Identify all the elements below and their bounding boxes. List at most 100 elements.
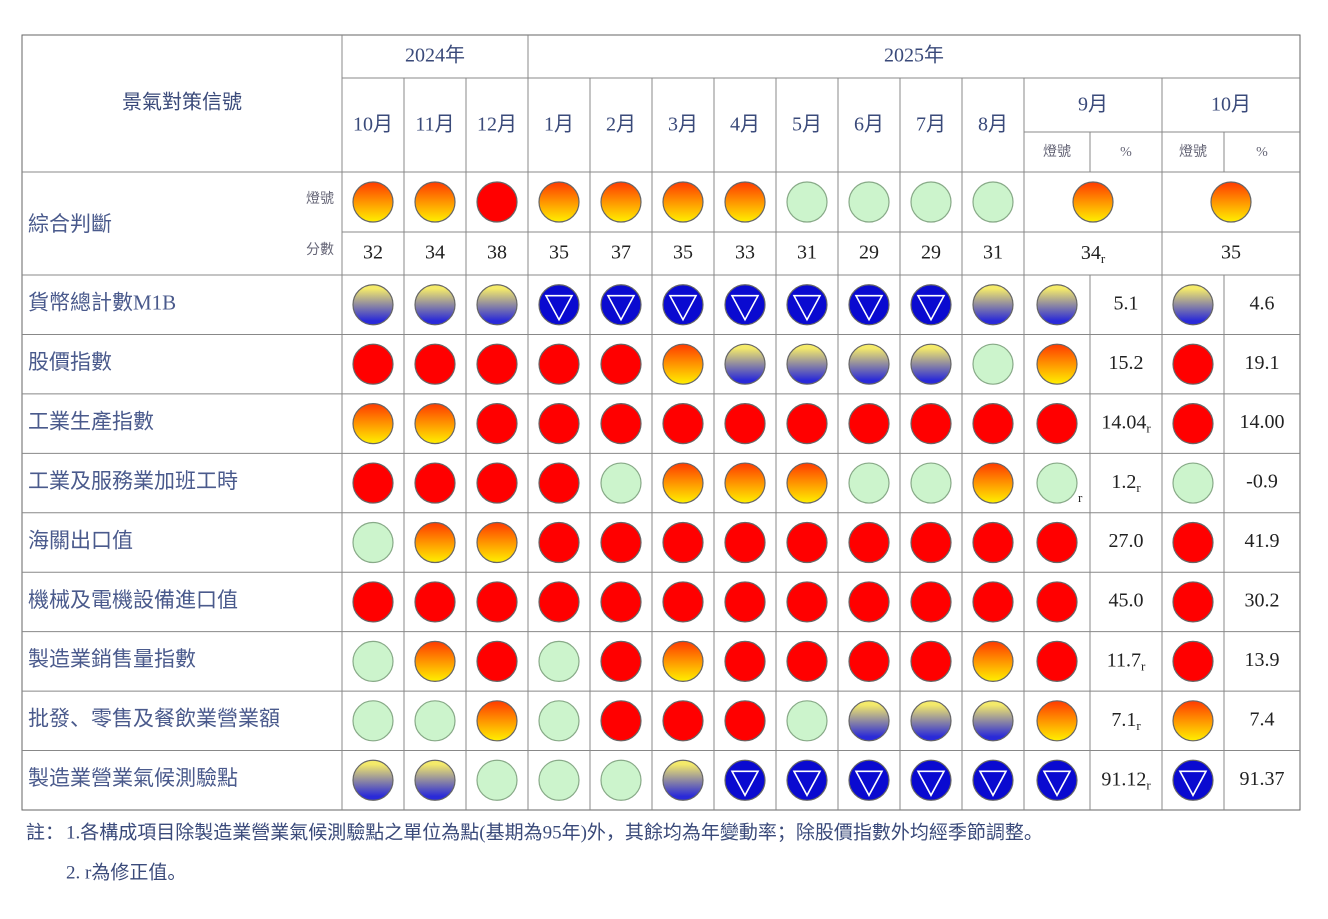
signal-circle xyxy=(662,343,704,385)
signal-light xyxy=(414,521,456,564)
signal-circle xyxy=(972,700,1014,742)
signal-light xyxy=(538,284,580,326)
signal-light xyxy=(848,581,890,623)
sub-header: % xyxy=(1256,145,1268,160)
signal-circle xyxy=(724,581,766,623)
signal-light xyxy=(848,700,890,742)
signal-circle xyxy=(414,284,456,326)
signal-light xyxy=(786,700,828,742)
percent: 45.0 xyxy=(1109,590,1144,612)
signal-light xyxy=(352,181,394,223)
signal-circle xyxy=(972,640,1014,682)
signal-light xyxy=(910,581,952,623)
signal-light xyxy=(476,700,518,742)
signal-circle xyxy=(910,759,952,801)
percent-text: 14.04 xyxy=(1101,411,1146,433)
signal-light xyxy=(414,581,456,623)
score: 35 xyxy=(1221,242,1241,264)
signal-light xyxy=(1036,403,1078,445)
signal-light xyxy=(1036,462,1078,504)
percent: 41.9 xyxy=(1245,530,1280,552)
signal-light xyxy=(786,343,828,385)
sub-label: 分數 xyxy=(306,242,334,258)
signal-circle xyxy=(786,343,828,385)
row-label: 機械及電機設備進口值 xyxy=(28,588,238,612)
signal-circle xyxy=(476,181,518,223)
signal-circle xyxy=(1172,521,1214,564)
signal-light xyxy=(538,640,580,682)
signal-light xyxy=(724,759,766,801)
signal-circle xyxy=(414,521,456,564)
signal-light xyxy=(352,759,394,801)
signal-circle xyxy=(910,343,952,385)
signal-circle xyxy=(786,759,828,801)
signal-circle xyxy=(724,403,766,445)
signal-light xyxy=(848,462,890,504)
signal-arrow xyxy=(730,770,760,797)
signal-circle xyxy=(600,521,642,564)
signal-circle xyxy=(910,700,952,742)
sub-label: 燈號 xyxy=(306,191,334,207)
score: 29 xyxy=(921,242,941,264)
signal-light xyxy=(1036,640,1078,682)
signal-circle xyxy=(848,521,890,564)
signal-circle xyxy=(724,759,766,801)
score: 38 xyxy=(487,242,507,264)
percent: 13.9 xyxy=(1245,649,1280,671)
signal-circle xyxy=(414,640,456,682)
signal-light xyxy=(1172,759,1214,801)
signal-light xyxy=(600,759,642,801)
signal-circle xyxy=(848,284,890,326)
signal-light xyxy=(972,181,1014,223)
sub-header: 燈號 xyxy=(1179,144,1207,160)
signal-circle xyxy=(600,403,642,445)
month-header: 9月 xyxy=(1078,94,1108,116)
signal-light xyxy=(352,284,394,326)
signal-circle xyxy=(910,403,952,445)
signal-light xyxy=(476,181,518,223)
score: 31 xyxy=(983,242,1003,264)
row-label: 貨幣總計數M1B xyxy=(28,291,176,315)
signal-circle xyxy=(662,181,704,223)
percent: 30.2 xyxy=(1245,590,1280,612)
signal-light xyxy=(724,700,766,742)
signal-light xyxy=(724,521,766,564)
month-header: 2月 xyxy=(606,114,636,136)
signal-circle xyxy=(1172,581,1214,623)
signal-light xyxy=(1036,284,1078,326)
month-header: 1月 xyxy=(544,114,574,136)
year-header: 2025年 xyxy=(884,44,944,67)
signal-light xyxy=(1036,521,1078,564)
signal-circle xyxy=(662,581,704,623)
signal-light xyxy=(724,403,766,445)
row-label: 製造業營業氣候測驗點 xyxy=(28,766,238,790)
percent: 19.1 xyxy=(1245,352,1280,374)
signal-light xyxy=(910,181,952,223)
signal-circle xyxy=(724,640,766,682)
signal-circle xyxy=(1036,403,1078,445)
signal-light xyxy=(1036,759,1078,801)
signal-circle xyxy=(476,403,518,445)
signal-circle xyxy=(972,521,1014,564)
signal-light xyxy=(662,521,704,564)
signal-circle xyxy=(476,284,518,326)
score: 35 xyxy=(549,242,569,264)
signal-arrow xyxy=(916,770,946,797)
signal-light xyxy=(476,521,518,564)
signal-light xyxy=(352,640,394,682)
signal-light xyxy=(972,759,1014,801)
signal-circle xyxy=(352,462,394,504)
signal-light xyxy=(414,759,456,801)
signal-arrow xyxy=(668,294,698,322)
signal-light xyxy=(414,700,456,742)
revision-mark: r xyxy=(1146,777,1151,792)
signal-light xyxy=(848,521,890,564)
signal-light xyxy=(600,284,642,326)
signal-light xyxy=(476,343,518,385)
signal-circle xyxy=(786,181,828,223)
signal-circle xyxy=(600,640,642,682)
signal-circle xyxy=(538,521,580,564)
note-prefix: 註： xyxy=(26,821,64,843)
signal-light xyxy=(1172,462,1214,504)
month-header: 11月 xyxy=(415,114,454,136)
